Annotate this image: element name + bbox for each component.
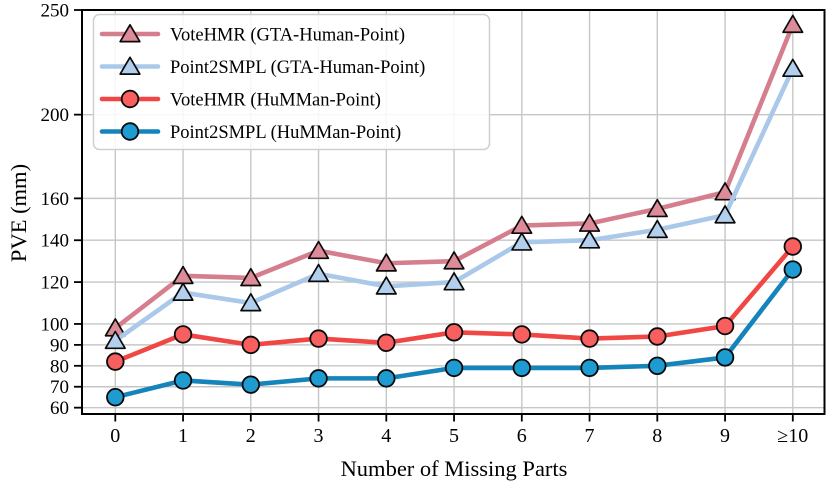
marker-point2smpl-humman-point xyxy=(377,369,396,388)
marker-point2smpl-humman-point xyxy=(648,356,667,376)
x-tick-label: 2 xyxy=(246,425,256,447)
marker-point2smpl-gta-human-point xyxy=(646,219,668,239)
x-tick-label: 4 xyxy=(381,425,391,447)
legend-label: VoteHMR (GTA-Human-Point) xyxy=(170,26,405,46)
marker-votehmr-humman-point xyxy=(106,352,125,371)
marker-votehmr-humman-point xyxy=(648,327,667,346)
y-tick-label: 120 xyxy=(41,273,70,294)
marker-point2smpl-gta-human-point xyxy=(714,205,736,224)
circle-icon xyxy=(120,122,140,141)
x-tick-label: 6 xyxy=(517,425,527,447)
marker-point2smpl-gta-human-point xyxy=(172,282,194,302)
marker-votehmr-humman-point xyxy=(241,335,261,355)
marker-point2smpl-humman-point xyxy=(444,358,464,378)
marker-point2smpl-gta-human-point xyxy=(307,263,330,283)
marker-point2smpl-humman-point xyxy=(173,371,193,390)
y-tick-label: 140 xyxy=(41,231,70,252)
marker-point2smpl-gta-human-point xyxy=(443,272,465,291)
marker-point2smpl-humman-point xyxy=(241,375,261,394)
series-votehmr-gta-human-point xyxy=(104,14,804,337)
marker-votehmr-gta-human-point xyxy=(443,251,465,270)
series-point2smpl-humman-point xyxy=(106,260,803,407)
marker-votehmr-humman-point xyxy=(512,325,532,344)
marker-point2smpl-gta-human-point xyxy=(782,58,804,78)
x-axis-label: Number of Missing Parts xyxy=(341,456,568,481)
x-tick-label: 7 xyxy=(585,425,595,447)
circle-icon xyxy=(120,89,140,109)
marker-votehmr-humman-point xyxy=(309,329,328,348)
marker-votehmr-humman-point xyxy=(377,333,396,352)
marker-point2smpl-gta-human-point xyxy=(240,292,262,312)
x-tick-label: 8 xyxy=(652,425,662,447)
y-tick-label: 200 xyxy=(41,105,70,126)
y-tick-label: 90 xyxy=(50,335,69,356)
series-point2smpl-gta-human-point xyxy=(104,58,804,350)
marker-votehmr-gta-human-point xyxy=(782,14,804,34)
x-tick-label: ≥10 xyxy=(777,425,808,447)
marker-votehmr-humman-point xyxy=(715,316,735,336)
legend-item-votehmr-humman-point: VoteHMR (HuMMan-Point) xyxy=(99,89,381,111)
x-tick-label: 5 xyxy=(449,425,459,447)
y-tick-label: 70 xyxy=(50,377,69,398)
legend-box xyxy=(92,13,491,151)
x-tick-label: 9 xyxy=(720,425,730,447)
marker-votehmr-gta-human-point xyxy=(714,182,736,201)
marker-votehmr-gta-human-point xyxy=(307,240,330,260)
y-axis-label: PVE (mm) xyxy=(6,164,31,262)
series-votehmr-humman-point xyxy=(106,237,803,371)
x-tick-label: 1 xyxy=(178,425,188,447)
marker-votehmr-humman-point xyxy=(580,329,599,348)
legend-item-point2smpl-gta-human-point: Point2SMPL (GTA-Human-Point) xyxy=(99,56,425,78)
marker-point2smpl-humman-point xyxy=(580,358,599,378)
legend-label: Point2SMPL (HuMMan-Point) xyxy=(170,123,401,143)
triangle-icon xyxy=(119,56,141,75)
y-tick-label: 250 xyxy=(41,1,70,22)
marker-votehmr-gta-human-point xyxy=(240,267,262,287)
marker-point2smpl-gta-human-point xyxy=(578,230,601,249)
legend-item-votehmr-gta-human-point: VoteHMR (GTA-Human-Point) xyxy=(99,23,405,46)
y-tick-label: 80 xyxy=(50,356,69,377)
marker-votehmr-humman-point xyxy=(783,237,803,256)
marker-point2smpl-humman-point xyxy=(512,358,532,378)
marker-point2smpl-humman-point xyxy=(106,388,125,407)
series xyxy=(104,14,804,407)
triangle-icon xyxy=(119,23,141,43)
marker-point2smpl-humman-point xyxy=(715,348,735,367)
y-tick-label: 160 xyxy=(41,189,70,210)
marker-point2smpl-gta-human-point xyxy=(104,330,126,350)
marker-point2smpl-humman-point xyxy=(309,369,328,388)
legend-label: Point2SMPL (GTA-Human-Point) xyxy=(170,58,425,78)
marker-votehmr-gta-human-point xyxy=(375,253,397,272)
marker-votehmr-humman-point xyxy=(173,325,193,344)
legend-item-point2smpl-humman-point: Point2SMPL (HuMMan-Point) xyxy=(99,122,401,143)
marker-votehmr-gta-human-point xyxy=(646,198,668,218)
x-tick-label: 3 xyxy=(314,425,324,447)
y-tick-label: 60 xyxy=(50,398,69,419)
marker-point2smpl-gta-human-point xyxy=(375,276,397,295)
x-tick-label: 0 xyxy=(110,425,120,447)
marker-point2smpl-humman-point xyxy=(783,260,803,279)
legend-label: VoteHMR (HuMMan-Point) xyxy=(170,91,381,111)
y-tick-label: 100 xyxy=(41,314,70,335)
marker-votehmr-humman-point xyxy=(444,323,464,342)
marker-point2smpl-gta-human-point xyxy=(511,232,533,251)
legend: VoteHMR (GTA-Human-Point) Point2SMPL (GTA… xyxy=(92,13,491,151)
